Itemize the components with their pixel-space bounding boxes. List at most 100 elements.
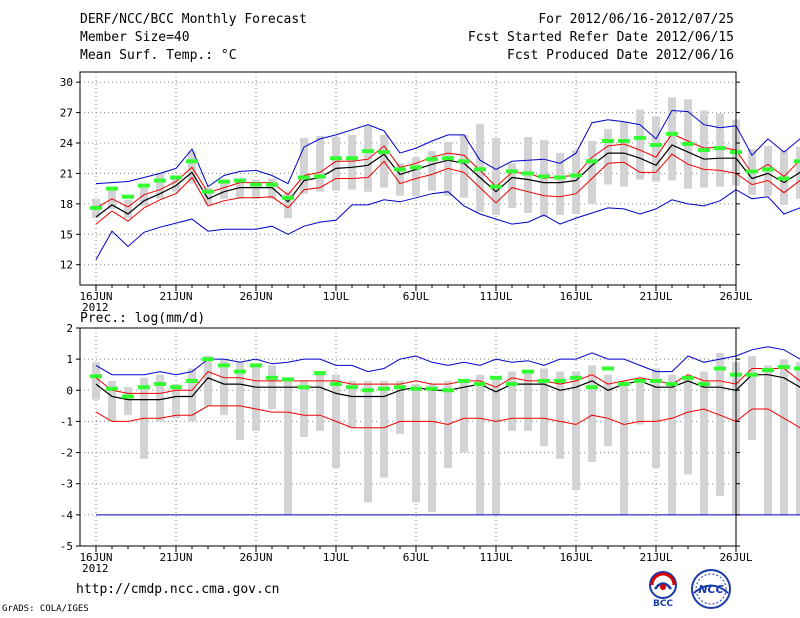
median-mark — [602, 366, 614, 371]
year-label: 2012 — [82, 301, 109, 314]
median-mark — [570, 375, 582, 380]
spread-box — [396, 380, 404, 434]
median-mark — [634, 135, 646, 140]
median-mark — [586, 159, 598, 164]
median-mark — [794, 366, 800, 371]
x-tick-label: 21JUL — [639, 290, 672, 303]
median-mark — [122, 194, 134, 199]
y-tick-label: 27 — [60, 107, 73, 120]
spread-box — [284, 380, 292, 515]
median-mark — [762, 167, 774, 172]
median-mark — [522, 171, 534, 176]
spread-box — [492, 377, 500, 515]
spread-box — [460, 380, 468, 453]
x-tick-label: 11JUL — [479, 551, 512, 564]
median-mark — [602, 138, 614, 143]
x-tick-label: 6JUL — [403, 290, 430, 303]
spread-box — [412, 157, 420, 196]
median-mark — [426, 386, 438, 391]
chart-panel-1: 12 15 18 21 24 27 30 16JUN 21JUN 26JUN 1JUL 6JUL 11J… — [60, 71, 800, 314]
median-mark — [362, 149, 374, 154]
median-mark — [154, 178, 166, 183]
spread-box — [652, 116, 660, 182]
spread-box — [588, 365, 596, 462]
y-tick-label: 18 — [60, 198, 73, 211]
median-mark — [410, 386, 422, 391]
spread-box — [252, 365, 260, 431]
median-mark — [170, 385, 182, 390]
spread-box — [604, 128, 612, 185]
median-mark — [314, 371, 326, 376]
ncc-logo-icon: NCC — [691, 569, 731, 609]
spread-box — [508, 163, 516, 208]
median-mark — [618, 382, 630, 387]
median-mark — [746, 169, 758, 174]
x-tick-label: 16JUN — [79, 290, 112, 303]
x-tick-label: 26JUL — [719, 290, 752, 303]
spread-box — [364, 380, 372, 503]
median-mark — [378, 386, 390, 391]
median-mark — [570, 173, 582, 178]
spread-box — [172, 384, 180, 419]
spread-box — [140, 185, 148, 206]
y-tick-label: 24 — [60, 137, 74, 150]
median-mark — [666, 382, 678, 387]
y-tick-label: 30 — [60, 76, 73, 89]
spread-box — [316, 135, 324, 192]
x-tick-label: 1JUL — [323, 551, 350, 564]
y-tick-label: -3 — [60, 478, 73, 491]
median-mark — [106, 386, 118, 391]
median-mark — [90, 374, 102, 379]
series-line-mean — [95, 374, 800, 401]
plot-frame — [79, 71, 737, 286]
series-line-lower — [95, 405, 800, 429]
spread-box — [556, 371, 564, 459]
median-mark — [474, 382, 486, 387]
y-tick-label: -4 — [60, 509, 74, 522]
median-mark — [394, 385, 406, 390]
median-mark — [762, 368, 774, 373]
y-tick-label: -2 — [60, 447, 73, 460]
spread-box — [284, 191, 292, 219]
spread-box — [268, 178, 276, 199]
spread-box — [156, 374, 164, 422]
median-mark — [250, 182, 262, 187]
y-tick-label: 0 — [66, 384, 73, 397]
median-mark — [330, 382, 342, 387]
series-line-min — [95, 189, 800, 260]
median-mark — [698, 148, 710, 153]
forecast-period: For 2012/06/16-2012/07/25 — [538, 12, 734, 27]
spread-box — [748, 356, 756, 441]
spread-box — [668, 97, 676, 181]
median-mark — [682, 375, 694, 380]
median-mark — [346, 385, 358, 390]
x-tick-label: 26JUN — [239, 551, 272, 564]
spread-box — [780, 359, 788, 515]
series-line-mean — [95, 144, 800, 218]
ncc-logo-text: NCC — [698, 583, 723, 596]
median-mark — [490, 184, 502, 189]
median-mark — [778, 176, 790, 181]
panel-title: Prec.: log(mm/d) — [80, 311, 205, 326]
median-mark — [234, 369, 246, 374]
y-tick-label: 2 — [66, 322, 73, 335]
plot-frame — [79, 327, 737, 547]
spread-box — [556, 153, 564, 216]
spread-box — [316, 371, 324, 431]
spread-box — [492, 137, 500, 216]
spread-box — [716, 352, 724, 497]
median-mark — [378, 150, 390, 155]
median-mark — [394, 167, 406, 172]
median-mark — [138, 385, 150, 390]
median-mark — [522, 369, 534, 374]
spread-box — [332, 136, 340, 191]
median-mark — [714, 146, 726, 151]
median-mark — [618, 138, 630, 143]
y-tick-label: 15 — [60, 228, 73, 241]
footer-url[interactable]: http://cmdp.ncc.cma.gov.cn — [76, 582, 280, 597]
median-mark — [458, 159, 470, 164]
median-mark — [586, 385, 598, 390]
median-mark — [282, 377, 294, 382]
x-tick-label: 16JUN — [79, 551, 112, 564]
spread-box — [348, 134, 356, 190]
